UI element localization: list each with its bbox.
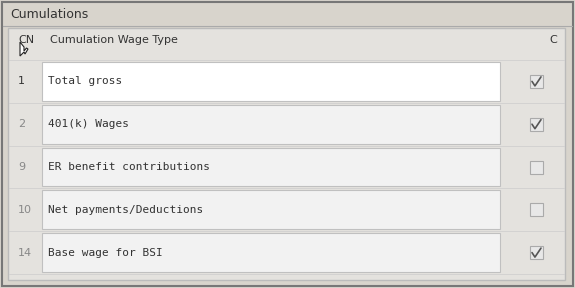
Text: Cumulations: Cumulations <box>10 7 88 20</box>
Text: 14: 14 <box>18 248 32 257</box>
FancyBboxPatch shape <box>42 233 500 272</box>
FancyBboxPatch shape <box>530 118 543 131</box>
FancyBboxPatch shape <box>42 62 500 101</box>
Text: Net payments/Deductions: Net payments/Deductions <box>48 205 203 215</box>
FancyBboxPatch shape <box>530 246 543 259</box>
FancyBboxPatch shape <box>8 28 565 280</box>
Text: ER benefit contributions: ER benefit contributions <box>48 162 210 172</box>
Text: 1: 1 <box>18 76 25 86</box>
FancyBboxPatch shape <box>42 105 500 144</box>
FancyBboxPatch shape <box>530 75 543 88</box>
Text: CN: CN <box>18 35 34 45</box>
Polygon shape <box>20 42 28 56</box>
FancyBboxPatch shape <box>530 160 543 173</box>
FancyBboxPatch shape <box>42 147 500 186</box>
Text: 10: 10 <box>18 205 32 215</box>
Text: Base wage for BSI: Base wage for BSI <box>48 248 163 257</box>
Text: 9: 9 <box>18 162 25 172</box>
FancyBboxPatch shape <box>2 2 573 286</box>
Text: 401(k) Wages: 401(k) Wages <box>48 119 129 129</box>
Text: C: C <box>549 35 557 45</box>
FancyBboxPatch shape <box>530 203 543 216</box>
Text: Cumulation Wage Type: Cumulation Wage Type <box>50 35 178 45</box>
Text: 2: 2 <box>18 119 25 129</box>
FancyBboxPatch shape <box>42 190 500 229</box>
Text: Total gross: Total gross <box>48 76 122 86</box>
